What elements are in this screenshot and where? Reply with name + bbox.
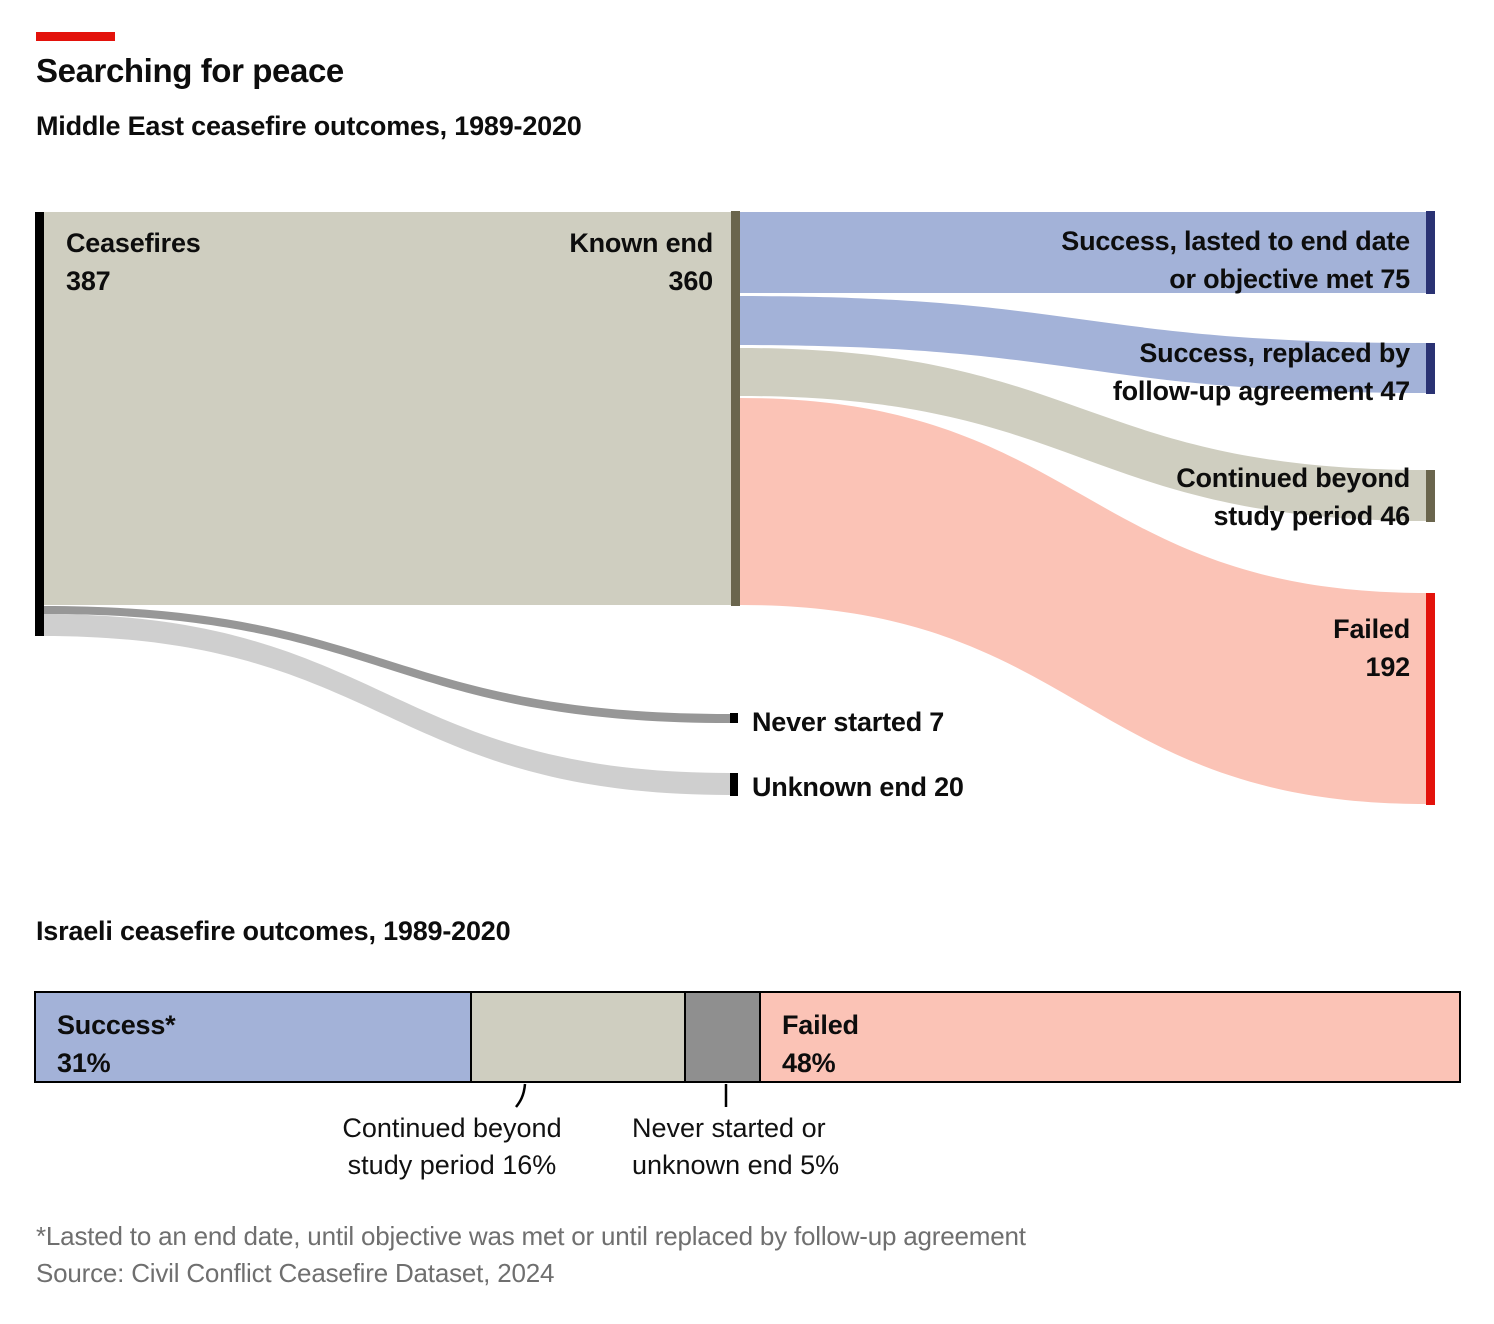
flow-failed-192 bbox=[740, 398, 1426, 804]
label-success-47: Success, replaced by follow-up agreement… bbox=[1113, 334, 1410, 410]
flow-known-end bbox=[43, 212, 731, 605]
bar-label-success: Success* 31% bbox=[57, 1006, 176, 1082]
flow-success-47 bbox=[740, 296, 1426, 393]
label-never-started: Never started 7 bbox=[752, 707, 945, 737]
bar-segment-never bbox=[684, 991, 761, 1083]
node-success-75-bar bbox=[1426, 211, 1435, 294]
label-continued-46-line1: Continued beyond bbox=[1176, 463, 1410, 493]
bar-label-continued-line1: Continued beyond bbox=[342, 1113, 562, 1143]
source-line: Source: Civil Conflict Ceasefire Dataset… bbox=[36, 1258, 555, 1288]
label-success-75: Success, lasted to end date or objective… bbox=[1061, 222, 1410, 298]
label-known-end: Known end 360 bbox=[569, 224, 713, 300]
label-failed-value: 192 bbox=[1365, 652, 1411, 682]
chart-subtitle: Middle East ceasefire outcomes, 1989-202… bbox=[36, 111, 582, 141]
flow-unknown-end bbox=[43, 614, 730, 795]
footnote: *Lasted to an end date, until objective … bbox=[36, 1221, 1026, 1251]
bar-label-success-name: Success* bbox=[57, 1010, 176, 1040]
label-known-end-value: 360 bbox=[668, 266, 714, 296]
flow-never-started bbox=[43, 606, 730, 723]
label-ceasefires-value: 387 bbox=[66, 266, 111, 296]
bar-label-continued: Continued beyond study period 16% bbox=[342, 1110, 561, 1184]
flow-continued-46 bbox=[740, 348, 1426, 521]
node-continued-46-bar bbox=[1426, 470, 1435, 522]
bar-segment-failed bbox=[759, 991, 1461, 1083]
tick-continued bbox=[515, 1083, 527, 1108]
accent-rule bbox=[36, 32, 115, 41]
label-continued-46-line2: study period 46 bbox=[1213, 501, 1410, 531]
bar-segment-continued bbox=[470, 991, 686, 1083]
label-success-75-line2: or objective met 75 bbox=[1169, 264, 1410, 294]
label-ceasefires-name: Ceasefires bbox=[66, 228, 201, 258]
node-failed-bar bbox=[1426, 593, 1435, 805]
bar-label-failed: Failed 48% bbox=[782, 1006, 859, 1082]
label-failed-name: Failed bbox=[1333, 614, 1410, 644]
node-ceasefires-bar bbox=[35, 212, 44, 636]
label-failed: Failed 192 bbox=[1333, 610, 1410, 686]
label-success-47-line2: follow-up agreement 47 bbox=[1112, 376, 1410, 406]
label-success-75-line1: Success, lasted to end date bbox=[1061, 226, 1410, 256]
bar-label-never: Never started or unknown end 5% bbox=[632, 1110, 839, 1184]
section-heading-israel: Israeli ceasefire outcomes, 1989-2020 bbox=[36, 916, 511, 946]
bar-label-success-value: 31% bbox=[57, 1048, 111, 1078]
node-never-started-bar bbox=[730, 713, 738, 723]
bar-label-continued-line2: study period 16% bbox=[347, 1150, 557, 1180]
bar-label-failed-value: 48% bbox=[782, 1048, 836, 1078]
page-title: Searching for peace bbox=[36, 52, 344, 89]
bar-label-failed-name: Failed bbox=[782, 1010, 859, 1040]
label-success-47-line1: Success, replaced by bbox=[1139, 338, 1410, 368]
node-known-end-bar bbox=[731, 211, 740, 606]
node-unknown-end-bar bbox=[730, 773, 738, 796]
label-continued-46: Continued beyond study period 46 bbox=[1176, 459, 1410, 535]
bar-label-never-line1: Never started or bbox=[632, 1113, 826, 1143]
label-unknown-end: Unknown end 20 bbox=[752, 772, 964, 802]
bar-segment-success bbox=[34, 991, 472, 1083]
flow-success-75 bbox=[740, 212, 1426, 293]
label-ceasefires: Ceasefires 387 bbox=[66, 224, 201, 300]
label-known-end-name: Known end bbox=[569, 228, 713, 258]
node-success-47-bar bbox=[1426, 343, 1435, 394]
bar-label-never-line2: unknown end 5% bbox=[632, 1150, 840, 1180]
